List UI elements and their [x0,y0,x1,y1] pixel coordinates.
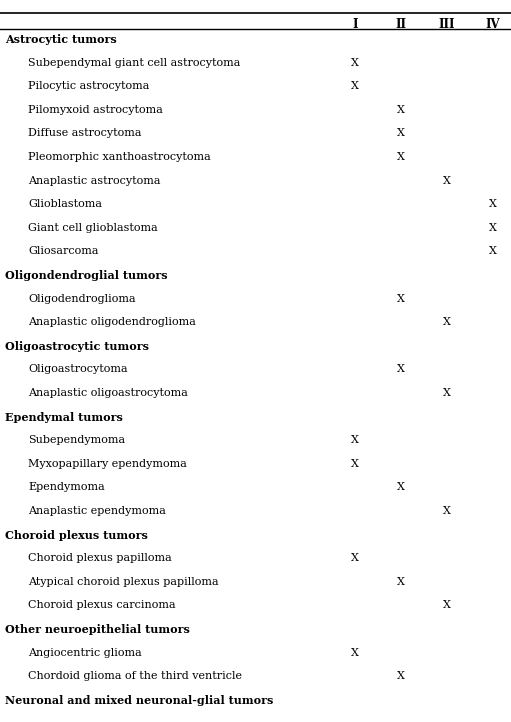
Text: Pilomyxoid astrocytoma: Pilomyxoid astrocytoma [28,105,163,115]
Text: Myxopapillary ependymoma: Myxopapillary ependymoma [28,458,187,469]
Text: Pilocytic astrocytoma: Pilocytic astrocytoma [28,81,150,91]
Text: X: X [397,482,405,492]
Text: Choroid plexus carcinoma: Choroid plexus carcinoma [28,601,176,610]
Text: I: I [353,18,358,31]
Text: X: X [443,388,451,398]
Text: X: X [397,105,405,115]
Text: Anaplastic oligodendroglioma: Anaplastic oligodendroglioma [28,317,196,327]
Text: X: X [351,81,359,91]
Text: Angiocentric glioma: Angiocentric glioma [28,648,142,658]
Text: Ependymoma: Ependymoma [28,482,105,492]
Text: X: X [489,199,497,209]
Text: Glioblastoma: Glioblastoma [28,199,102,209]
Text: Neuronal and mixed neuronal-glial tumors: Neuronal and mixed neuronal-glial tumors [5,695,273,706]
Text: X: X [397,129,405,139]
Text: IV: IV [486,18,500,31]
Text: Oligondendroglial tumors: Oligondendroglial tumors [5,270,168,281]
Text: Oligoastrocytoma: Oligoastrocytoma [28,365,128,375]
Text: Ependymal tumors: Ependymal tumors [5,412,123,422]
Text: X: X [351,553,359,563]
Text: Choroid plexus tumors: Choroid plexus tumors [5,529,148,541]
Text: X: X [351,648,359,658]
Text: X: X [397,294,405,303]
Text: Pleomorphic xanthoastrocytoma: Pleomorphic xanthoastrocytoma [28,152,211,162]
Text: Oligoastrocytic tumors: Oligoastrocytic tumors [5,341,149,352]
Text: Anaplastic astrocytoma: Anaplastic astrocytoma [28,175,160,186]
Text: X: X [351,458,359,469]
Text: Other neuroepithelial tumors: Other neuroepithelial tumors [5,624,190,635]
Text: X: X [443,506,451,516]
Text: Anaplastic ependymoma: Anaplastic ependymoma [28,506,166,516]
Text: X: X [443,601,451,610]
Text: Atypical choroid plexus papilloma: Atypical choroid plexus papilloma [28,577,219,587]
Text: X: X [443,317,451,327]
Text: Chordoid glioma of the third ventricle: Chordoid glioma of the third ventricle [28,671,242,681]
Text: Oligodendroglioma: Oligodendroglioma [28,294,136,303]
Text: Diffuse astrocytoma: Diffuse astrocytoma [28,129,142,139]
Text: X: X [397,365,405,375]
Text: X: X [397,152,405,162]
Text: X: X [351,58,359,68]
Text: X: X [397,671,405,681]
Text: X: X [351,435,359,445]
Text: Anaplastic oligoastrocytoma: Anaplastic oligoastrocytoma [28,388,188,398]
Text: Giant cell glioblastoma: Giant cell glioblastoma [28,223,158,232]
Text: X: X [489,223,497,232]
Text: II: II [396,18,407,31]
Text: Subependymoma: Subependymoma [28,435,125,445]
Text: Gliosarcoma: Gliosarcoma [28,246,99,256]
Text: X: X [397,577,405,587]
Text: Subependymal giant cell astrocytoma: Subependymal giant cell astrocytoma [28,58,241,68]
Text: Astrocytic tumors: Astrocytic tumors [5,34,117,45]
Text: X: X [443,175,451,186]
Text: X: X [489,246,497,256]
Text: Choroid plexus papilloma: Choroid plexus papilloma [28,553,172,563]
Text: III: III [439,18,455,31]
